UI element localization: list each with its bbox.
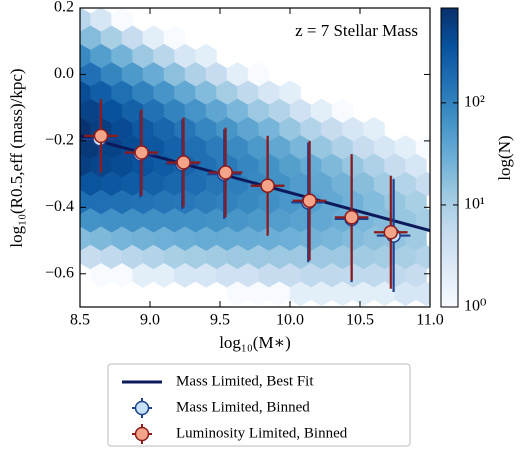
hexbin-layer xyxy=(80,8,430,307)
series-layer xyxy=(80,99,430,293)
x-tick-label: 10.0 xyxy=(276,312,304,329)
marker xyxy=(260,178,275,193)
colorbar-tick-label: 10⁰ xyxy=(464,298,486,315)
x-tick-label: 9.5 xyxy=(210,312,230,329)
y-tick-label: −0.2 xyxy=(45,132,74,149)
legend-label: Mass Limited, Binned xyxy=(176,399,310,415)
annotation: z = 7 Stellar Mass xyxy=(295,21,418,40)
x-axis-label: log₁₀(M∗) xyxy=(219,333,291,352)
marker xyxy=(176,155,191,170)
legend-box xyxy=(107,363,411,447)
colorbar-tick-label: 10¹ xyxy=(464,196,485,213)
y-tick-label: 0.0 xyxy=(54,65,74,82)
legend-marker xyxy=(134,426,150,442)
y-tick-label: 0.2 xyxy=(54,0,74,16)
x-tick-label: 8.5 xyxy=(70,312,90,329)
legend-marker xyxy=(134,400,150,416)
legend: Mass Limited, Best Fit Mass Limited, Binn… xyxy=(122,373,348,444)
marker xyxy=(302,193,317,208)
marker xyxy=(218,165,233,180)
legend-label: Luminosity Limited, Binned xyxy=(176,425,348,441)
colorbar xyxy=(440,7,459,308)
y-tick-label: −0.6 xyxy=(45,264,74,281)
y-axis-label: log₁₀(R0.5,eff (mass)/kpc) xyxy=(7,68,26,247)
hex-cell xyxy=(415,281,430,307)
marker xyxy=(134,145,149,160)
x-tick-label: 10.5 xyxy=(346,312,374,329)
marker xyxy=(344,210,359,225)
marker xyxy=(383,225,399,240)
x-tick-label: 9.0 xyxy=(140,312,160,329)
marker xyxy=(93,128,109,144)
y-tick-label: −0.4 xyxy=(45,198,74,215)
colorbar-tick-label: 10² xyxy=(464,94,485,111)
colorbar-label: log(N) xyxy=(495,135,514,180)
x-tick-label: 11.0 xyxy=(416,312,443,329)
plot-frame xyxy=(79,7,431,308)
legend-label: Mass Limited, Best Fit xyxy=(176,373,314,389)
